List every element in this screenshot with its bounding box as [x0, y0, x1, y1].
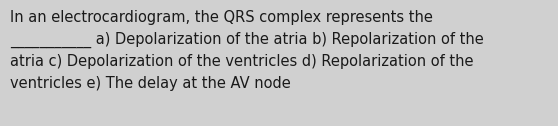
Text: In an electrocardiogram, the QRS complex represents the
___________ a) Depolariz: In an electrocardiogram, the QRS complex…	[10, 10, 484, 91]
